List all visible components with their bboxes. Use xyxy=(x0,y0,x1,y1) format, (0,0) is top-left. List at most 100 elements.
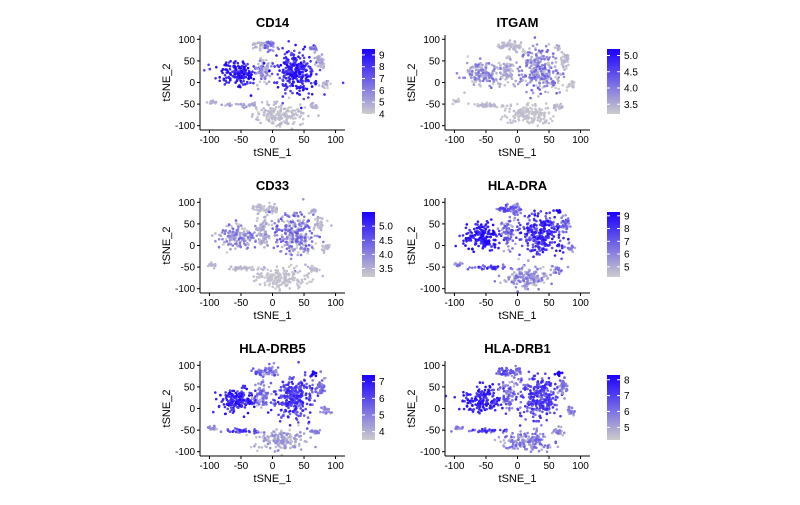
cell-point xyxy=(275,277,278,280)
cell-point xyxy=(270,65,273,68)
cell-point xyxy=(542,81,545,84)
cell-point xyxy=(498,85,501,88)
cell-point xyxy=(273,81,276,84)
cell-point xyxy=(485,104,488,107)
cell-point xyxy=(458,408,461,411)
cell-point xyxy=(243,73,246,76)
cell-point xyxy=(273,101,276,104)
cell-point xyxy=(265,82,268,85)
y-axis-label: tSNE_2 xyxy=(161,390,173,428)
cell-point xyxy=(235,219,238,222)
cell-point xyxy=(265,230,268,233)
cell-point xyxy=(267,41,270,44)
cell-point xyxy=(466,398,469,401)
cell-point xyxy=(465,227,468,230)
cell-point xyxy=(298,286,301,289)
cell-point xyxy=(549,118,552,121)
cell-point xyxy=(504,225,507,228)
cluster-right-satellite xyxy=(314,377,326,395)
cell-point xyxy=(300,107,303,110)
cell-point xyxy=(282,385,285,388)
cell-point xyxy=(482,79,485,82)
cell-point xyxy=(251,207,254,210)
cell-point xyxy=(552,55,555,58)
cell-point xyxy=(297,251,300,254)
cell-point xyxy=(562,84,565,87)
cell-point xyxy=(539,67,542,70)
cell-point xyxy=(256,397,259,400)
cluster-bottom-strip xyxy=(467,101,512,108)
cell-point xyxy=(257,203,260,206)
cluster-right-satellite xyxy=(560,53,570,71)
cell-point xyxy=(224,233,227,236)
cell-point xyxy=(276,224,279,227)
cell-point xyxy=(242,61,245,64)
cell-point xyxy=(284,447,287,450)
cell-point xyxy=(482,247,485,250)
cell-point xyxy=(259,70,262,73)
cell-point xyxy=(535,84,538,87)
cell-point xyxy=(242,80,245,83)
cell-point xyxy=(462,240,465,243)
cell-point xyxy=(552,115,555,118)
cell-point xyxy=(296,402,299,405)
cell-point xyxy=(486,243,489,246)
x-axis-label: tSNE_1 xyxy=(254,473,292,485)
cell-point xyxy=(484,389,487,392)
cell-point xyxy=(292,122,295,125)
cell-point xyxy=(529,73,532,76)
cell-point xyxy=(557,105,560,108)
cell-point xyxy=(551,227,554,230)
cell-point xyxy=(532,246,535,249)
x-tick-label: -100 xyxy=(444,135,464,146)
cell-point xyxy=(556,44,559,47)
cell-point xyxy=(342,82,345,85)
cell-point xyxy=(532,92,535,95)
cell-point xyxy=(558,236,561,239)
x-tick-label: 0 xyxy=(270,298,276,309)
cell-point xyxy=(286,248,289,251)
cell-point xyxy=(282,69,285,72)
cell-point xyxy=(257,209,260,212)
cell-point xyxy=(507,122,510,125)
cell-point xyxy=(550,78,553,81)
cell-point xyxy=(513,219,516,222)
cell-point xyxy=(281,215,284,218)
cell-point xyxy=(506,104,509,107)
cell-point xyxy=(521,245,524,248)
cell-point xyxy=(285,229,288,232)
cell-point xyxy=(528,214,531,217)
cluster-bottom-mass xyxy=(494,258,554,293)
cell-point xyxy=(536,62,539,65)
cell-point xyxy=(263,42,266,45)
cell-point xyxy=(295,60,298,63)
cell-point xyxy=(481,226,484,229)
cell-point xyxy=(284,92,287,95)
cell-point xyxy=(502,372,505,375)
cell-point xyxy=(296,87,299,90)
cell-point xyxy=(509,238,512,241)
cell-point xyxy=(557,72,560,75)
cell-point xyxy=(246,63,249,66)
cell-point xyxy=(540,70,543,73)
cell-point xyxy=(495,78,498,81)
cell-point xyxy=(452,103,455,106)
cell-point xyxy=(304,278,307,281)
cell-point xyxy=(311,379,314,382)
cell-point xyxy=(470,232,473,235)
x-tick-label: 50 xyxy=(298,298,310,309)
cell-point xyxy=(306,282,309,285)
cell-point xyxy=(299,438,302,441)
cell-point xyxy=(310,82,313,85)
cell-point xyxy=(493,67,496,70)
cell-point xyxy=(477,411,480,414)
cell-point xyxy=(555,209,558,212)
cell-point xyxy=(504,109,507,112)
cell-point xyxy=(508,48,511,51)
cell-point xyxy=(295,390,298,393)
cell-point xyxy=(247,67,250,70)
cell-point xyxy=(266,269,269,272)
cell-point xyxy=(296,92,299,95)
cell-point xyxy=(532,243,535,246)
